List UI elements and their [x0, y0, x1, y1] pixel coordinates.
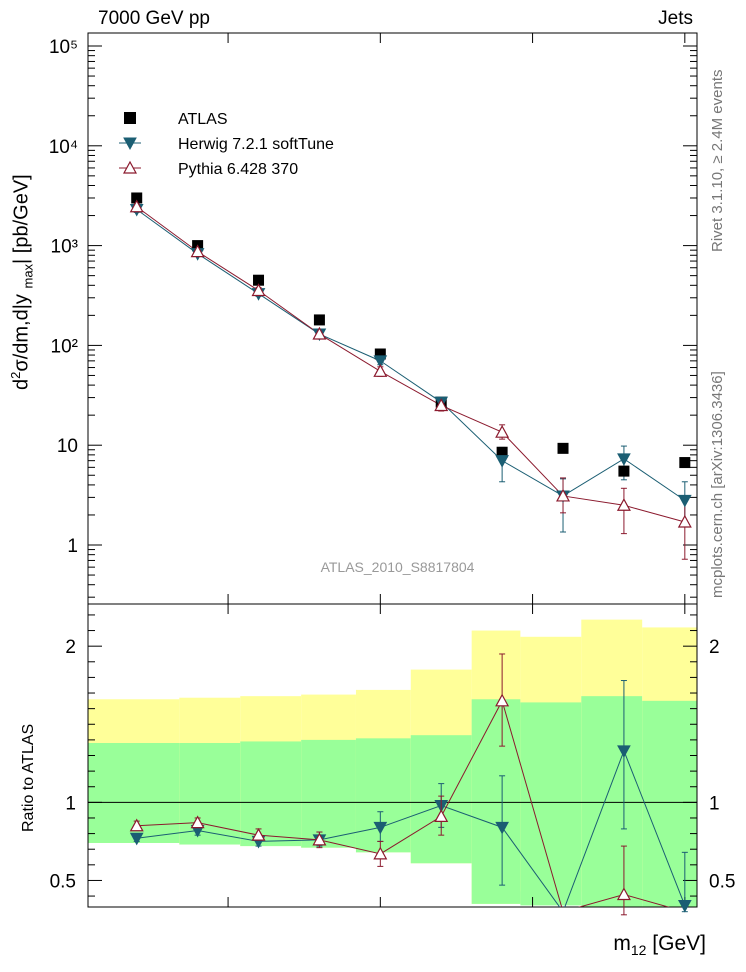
herwig-point — [677, 494, 692, 508]
x-axis-label-symbol: m — [613, 932, 631, 955]
legend-marker-pythia — [122, 160, 138, 174]
y-tick-label: 10 — [57, 436, 78, 457]
herwig-point — [495, 455, 509, 468]
mcplots-info: mcplots.cern.ch [arXiv:1306.3436] — [709, 371, 726, 598]
y-tick-label: 10⁵ — [49, 37, 78, 58]
analysis-title: ATLAS_2010_S8817804 — [321, 559, 475, 575]
atlas-point — [313, 314, 325, 326]
pythia-point — [495, 424, 510, 438]
pythia-point — [312, 326, 327, 340]
y-tick-label: 10⁴ — [49, 137, 78, 158]
y-tick-label: 1 — [67, 536, 78, 557]
ratio-y-tick-label: 2 — [709, 637, 720, 658]
legend-marker-herwig — [123, 137, 137, 151]
legend-label: Pythia 6.428 370 — [178, 161, 298, 178]
y-axis-label-main: d2σ/dm,d|y max| [pb/GeV] — [8, 174, 36, 390]
pythia-point — [190, 244, 205, 258]
y-tick-label: 10² — [51, 336, 78, 357]
atlas-point — [557, 442, 569, 454]
band-inner — [179, 743, 241, 845]
ratio-y-tick-label: 0.5 — [709, 871, 735, 892]
pythia-ratio-point — [129, 818, 144, 832]
herwig-point — [617, 453, 631, 466]
atlas-point — [374, 348, 386, 360]
band-inner — [520, 702, 582, 906]
atlas-point — [496, 446, 508, 458]
pythia-ratio-point — [434, 809, 449, 823]
ratio-y-tick-label: 1 — [65, 793, 76, 814]
atlas-point — [679, 457, 691, 469]
header-right: Jets — [658, 8, 693, 29]
pythia-ratio-point — [312, 832, 327, 846]
legend-marker-atlas — [124, 112, 136, 124]
pythia-point — [677, 514, 692, 528]
pythia-point — [129, 199, 144, 213]
herwig-ratio-point — [373, 821, 388, 835]
pythia-point — [556, 488, 571, 502]
pythia-ratio-point — [190, 815, 205, 829]
pythia-point — [373, 364, 388, 377]
band-inner — [355, 738, 411, 853]
x-axis-label-sub: 12 — [630, 942, 647, 959]
x-axis-label-unit: [GeV] — [646, 932, 706, 955]
rivet-info: Rivet 3.1.10, ≥ 2.4M events — [709, 69, 726, 253]
herwig-point — [373, 355, 388, 368]
band-inner — [642, 700, 697, 907]
pythia-point — [616, 498, 631, 511]
herwig-ratio-point — [617, 745, 631, 758]
band-inner — [471, 699, 521, 904]
x-axis-label: m12 [GeV] — [613, 932, 706, 958]
band-inner — [581, 696, 643, 907]
legend-label: ATLAS — [178, 111, 228, 128]
y-tick-label: 10³ — [51, 237, 78, 258]
atlas-point — [618, 465, 630, 477]
y-axis-label-ratio: Ratio to ATLAS — [20, 723, 37, 832]
band-inner — [240, 741, 302, 847]
pythia-point — [434, 398, 449, 412]
pythia-ratio-point — [373, 846, 388, 860]
herwig-line — [136, 209, 686, 501]
pythia-ratio-point — [616, 887, 631, 901]
ratio-y-tick-label: 1 — [709, 793, 720, 814]
atlas-point — [253, 274, 265, 286]
legend-label: Herwig 7.2.1 softTune — [178, 136, 334, 153]
pythia-ratio-point — [495, 693, 510, 707]
pythia-ratio-point — [251, 827, 266, 841]
ratio-y-tick-label: 0.5 — [50, 871, 76, 892]
pythia-line — [136, 206, 685, 523]
atlas-point — [131, 192, 143, 204]
header-left: 7000 GeV pp — [98, 8, 210, 29]
band-inner — [301, 739, 356, 848]
ratio-y-tick-label: 2 — [65, 637, 76, 658]
pythia-point — [251, 283, 266, 297]
herwig-ratio-point — [495, 821, 509, 835]
pythia-ratio-line — [136, 699, 671, 907]
herwig-ratio-point — [129, 832, 144, 846]
herwig-ratio-line — [136, 749, 686, 907]
herwig-ratio-point — [677, 899, 692, 913]
